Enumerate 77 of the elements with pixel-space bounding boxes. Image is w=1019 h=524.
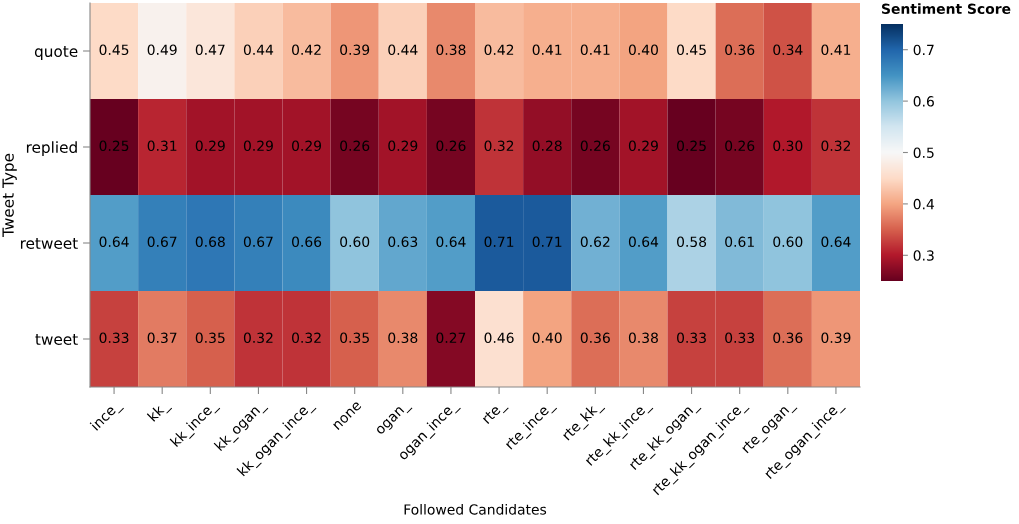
data-label: 0.26 (340, 140, 370, 152)
data-label: 0.40 (628, 44, 658, 56)
data-label: 0.60 (773, 236, 803, 248)
data-label: 0.29 (243, 140, 273, 152)
data-label: 0.71 (484, 236, 514, 248)
data-label: 0.44 (388, 44, 418, 56)
data-label: 0.49 (147, 44, 177, 56)
data-label: 0.47 (195, 44, 225, 56)
data-label: 0.64 (99, 236, 129, 248)
data-label: 0.34 (773, 44, 803, 56)
data-label: 0.62 (580, 236, 610, 248)
x-axis-title: Followed Candidates (404, 503, 547, 515)
data-label: 0.45 (677, 44, 706, 56)
data-label: 0.27 (436, 332, 466, 344)
data-label: 0.35 (340, 332, 369, 344)
data-label: 0.71 (532, 236, 562, 248)
data-label: 0.32 (243, 332, 273, 344)
data-label: 0.41 (532, 44, 562, 56)
color-bar-label: 0.7 (913, 44, 934, 56)
data-label: 0.39 (821, 332, 851, 344)
data-label: 0.64 (436, 236, 466, 248)
data-label: 0.61 (725, 236, 754, 248)
data-label: 0.36 (725, 44, 755, 56)
data-label: 0.38 (628, 332, 658, 344)
data-label: 0.40 (532, 332, 562, 344)
data-label: 0.64 (628, 236, 659, 248)
data-label: 0.31 (147, 140, 177, 152)
data-label: 0.29 (195, 140, 225, 152)
data-label: 0.35 (195, 332, 225, 344)
data-label: 0.68 (195, 236, 225, 248)
data-label: 0.38 (388, 332, 418, 344)
data-label: 0.28 (532, 140, 562, 152)
color-bar-label: 0.3 (913, 250, 934, 261)
data-label: 0.36 (580, 332, 610, 344)
x-tick-label: kk_ (146, 398, 173, 424)
data-label: 0.33 (677, 332, 706, 344)
y-tick-label: retweet (20, 238, 78, 250)
data-label: 0.26 (725, 140, 755, 152)
color-bar-label: 0.5 (913, 147, 934, 158)
data-label: 0.37 (147, 332, 177, 344)
data-label: 0.29 (388, 140, 418, 152)
y-tick-label: tweet (35, 334, 78, 346)
y-tick-label: replied (26, 141, 77, 156)
data-label: 0.38 (436, 44, 466, 56)
data-label: 0.32 (821, 140, 851, 152)
data-label: 0.26 (580, 140, 610, 152)
data-label: 0.42 (292, 44, 321, 56)
data-label: 0.33 (725, 332, 755, 344)
data-label: 0.46 (484, 332, 514, 344)
data-label: 0.42 (484, 44, 514, 56)
data-label: 0.67 (147, 236, 177, 248)
data-label: 0.29 (628, 140, 658, 152)
data-label: 0.29 (292, 140, 322, 152)
data-label: 0.26 (436, 140, 466, 152)
data-label: 0.67 (243, 236, 273, 248)
data-label: 0.41 (580, 44, 610, 56)
data-label: 0.44 (243, 44, 274, 56)
data-label: 0.36 (773, 332, 803, 344)
color-bar-label: 0.6 (913, 96, 934, 107)
y-tick-label: quote (34, 46, 78, 60)
data-label: 0.66 (292, 236, 322, 248)
data-label: 0.41 (821, 44, 851, 56)
data-label: 0.39 (340, 44, 370, 56)
color-bar-title: Sentiment Score (882, 3, 1011, 15)
data-label: 0.30 (773, 140, 803, 152)
data-label: 0.60 (340, 236, 370, 248)
data-label: 0.63 (388, 236, 418, 248)
data-label: 0.33 (99, 332, 129, 344)
data-label: 0.32 (484, 140, 514, 152)
data-label: 0.25 (677, 140, 706, 152)
color-bar-label: 0.4 (913, 198, 935, 210)
data-label: 0.45 (99, 44, 129, 56)
data-label: 0.64 (821, 236, 851, 248)
data-label: 0.25 (99, 140, 129, 152)
y-axis-title: Tweet Type (2, 153, 17, 238)
data-label: 0.58 (677, 236, 707, 248)
data-label: 0.32 (292, 332, 321, 344)
